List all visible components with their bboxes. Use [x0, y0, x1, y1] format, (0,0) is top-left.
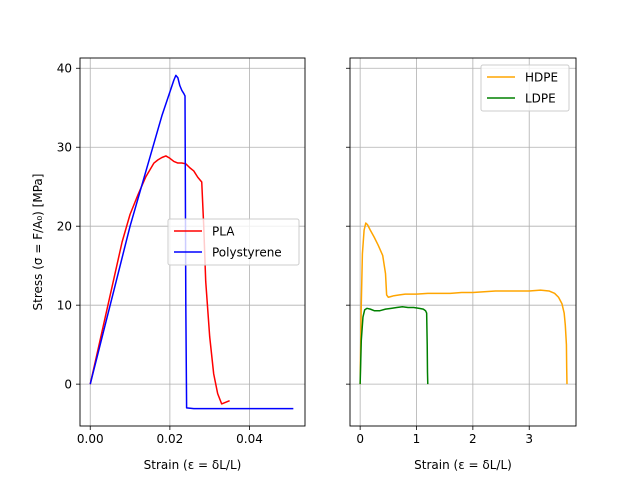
- right-axes: 0 1 2 3 Strain (ε = δL/L) HDPE LDPE: [346, 57, 577, 472]
- right-x-tick-label: 0: [356, 432, 364, 446]
- legend-label-hdpe: HDPE: [525, 70, 558, 84]
- left-series-lines: [89, 74, 294, 410]
- legend-label-ldpe: LDPE: [525, 91, 556, 105]
- left-ticks: 0.00 0.02 0.04 0 10 20 30 40: [57, 62, 263, 446]
- left-y-tick-label: 10: [57, 298, 72, 312]
- left-y-tick-label: 30: [57, 141, 72, 155]
- right-series-lines: [359, 222, 568, 385]
- right-ticks: 0 1 2 3: [346, 67, 533, 446]
- left-y-tick-label: 0: [64, 377, 72, 391]
- right-x-tick-label: 1: [413, 432, 421, 446]
- left-y-tick-label: 20: [57, 220, 72, 234]
- right-x-tick-label: 3: [525, 432, 533, 446]
- legend-label-pla: PLA: [212, 224, 235, 238]
- left-x-tick-label: 0.00: [77, 432, 104, 446]
- left-axes-frame: [79, 57, 306, 427]
- left-x-tick-label: 0.04: [236, 432, 263, 446]
- series-line-pla: [89, 155, 230, 405]
- right-legend: HDPE LDPE: [480, 64, 570, 112]
- legend-label-polystyrene: Polystyrene: [212, 245, 282, 259]
- left-x-tick-label: 0.02: [157, 432, 184, 446]
- left-y-axis-label: Stress (σ = F/A₀) [MPa]: [31, 174, 45, 311]
- left-y-tick-label: 40: [57, 62, 72, 76]
- series-line-hdpe: [359, 222, 568, 385]
- right-x-tick-label: 2: [469, 432, 477, 446]
- left-x-axis-label: Strain (ε = δL/L): [144, 458, 242, 472]
- right-x-axis-label: Strain (ε = δL/L): [414, 458, 512, 472]
- right-axes-frame: [349, 57, 577, 427]
- left-legend: PLA Polystyrene: [167, 218, 300, 266]
- series-line-polystyrene: [89, 74, 294, 410]
- series-line-ldpe: [359, 306, 429, 385]
